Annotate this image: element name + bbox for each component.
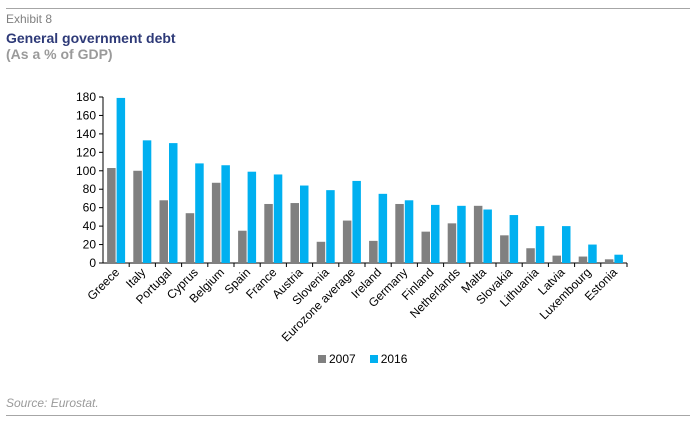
bar-2007 [342, 220, 352, 263]
y-tick-label: 160 [76, 108, 96, 122]
legend-item-2007: 2007 [318, 352, 356, 366]
top-rule [6, 8, 690, 9]
bar-2016 [509, 215, 519, 263]
bar-2016 [483, 209, 492, 263]
bar-2007 [473, 205, 483, 263]
y-tick-label: 140 [76, 127, 96, 141]
y-tick-label: 120 [76, 145, 96, 159]
y-tick-label: 60 [83, 201, 97, 215]
y-tick-label: 20 [83, 238, 97, 252]
bar-2016 [378, 193, 388, 263]
bar-2016 [116, 97, 126, 263]
x-tick-label: Greece [84, 265, 122, 303]
bottom-rule [6, 415, 690, 416]
legend-label-2007: 2007 [329, 352, 356, 366]
source-note: Source: Eurostat. [6, 396, 99, 410]
y-tick-label: 80 [83, 182, 97, 196]
bar-2016 [535, 226, 545, 263]
bar-2016 [352, 180, 361, 263]
y-tick-label: 40 [83, 219, 97, 233]
bar-2016 [169, 143, 178, 263]
bar-2016 [300, 185, 309, 263]
y-tick-label: 0 [89, 256, 96, 270]
bar-2007 [421, 231, 430, 263]
bar-2007 [238, 230, 247, 263]
bar-2007 [159, 200, 168, 263]
bar-2016 [195, 163, 204, 263]
legend: 2007 2016 [318, 352, 407, 366]
bar-2007 [578, 256, 588, 263]
bar-2007 [290, 203, 299, 263]
y-tick-label: 180 [76, 90, 96, 104]
bar-2007 [447, 223, 457, 263]
bar-2016 [431, 204, 440, 263]
bar-2007 [133, 170, 142, 263]
bar-2016 [247, 171, 257, 263]
bar-2007 [526, 248, 535, 263]
bar-2007 [211, 182, 221, 263]
legend-label-2016: 2016 [380, 352, 408, 366]
exhibit-label: Exhibit 8 [6, 12, 53, 26]
bar-2007 [604, 259, 614, 263]
bar-2007 [395, 203, 404, 263]
bar-2007 [316, 241, 326, 263]
bar-2016 [326, 190, 335, 263]
chart-title: General government debt [6, 30, 176, 46]
legend-swatch-2016 [369, 355, 378, 363]
legend-item-2016: 2016 [369, 352, 408, 366]
bar-2016 [273, 174, 283, 263]
bar-2007 [369, 240, 378, 263]
bar-2007 [552, 255, 561, 263]
bar-2016 [614, 254, 623, 263]
bar-2007 [185, 213, 195, 263]
bar-2007 [107, 168, 116, 263]
legend-swatch-2007 [318, 355, 326, 363]
chart-subtitle: (As a % of GDP) [6, 46, 113, 62]
bar-2007 [264, 203, 273, 263]
bar-2016 [562, 226, 571, 263]
bar-2016 [588, 244, 597, 263]
y-tick-label: 100 [76, 164, 96, 178]
bar-2007 [500, 235, 509, 263]
bar-2016 [457, 205, 466, 263]
bar-2016 [404, 200, 414, 263]
bar-2016 [221, 165, 230, 263]
bar-2016 [142, 140, 152, 263]
